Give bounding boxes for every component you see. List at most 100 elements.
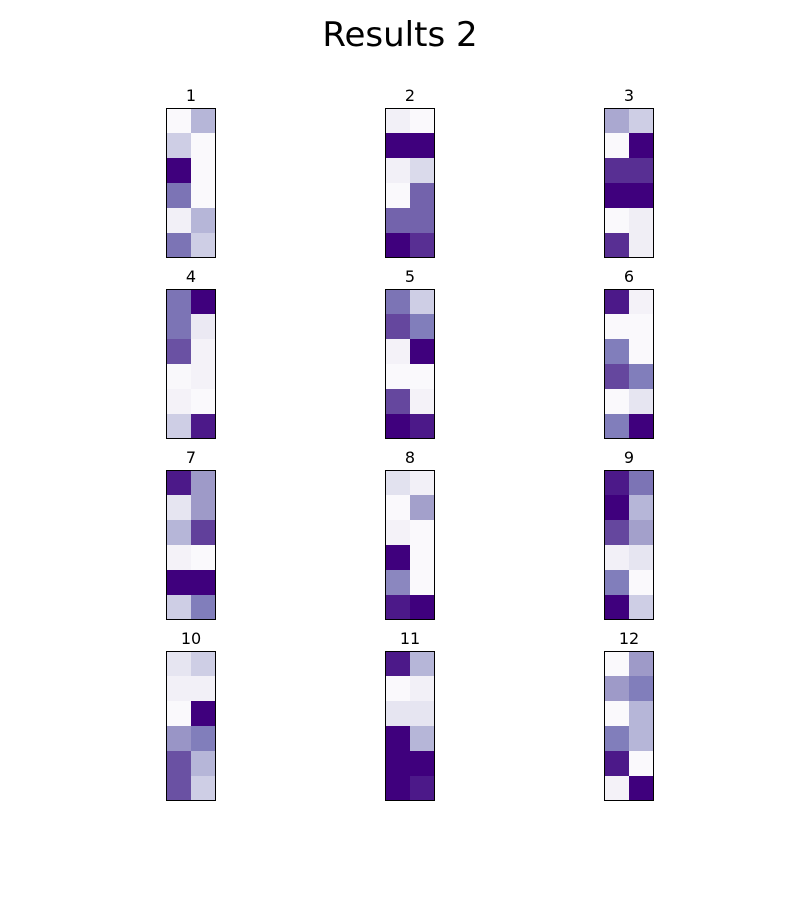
heatmap-cell xyxy=(410,520,435,545)
panel-title: 6 xyxy=(624,267,634,286)
heatmap-cell xyxy=(604,545,629,570)
heatmap-cell xyxy=(629,651,654,676)
heatmap-cell xyxy=(191,651,216,676)
heatmap-cell xyxy=(410,651,435,676)
heatmap-cell xyxy=(629,520,654,545)
heatmap-cell xyxy=(191,289,216,314)
heatmap-panel-10: 10 xyxy=(166,629,216,801)
heatmap-cell xyxy=(410,158,435,183)
heatmap-cell xyxy=(191,470,216,495)
heatmap-cell xyxy=(166,289,191,314)
heatmap-cell xyxy=(191,389,216,414)
heatmap-cell xyxy=(166,389,191,414)
heatmap-cell xyxy=(410,751,435,776)
heatmap-cell xyxy=(385,470,410,495)
heatmap-cell xyxy=(385,776,410,801)
heatmap-cell xyxy=(604,520,629,545)
heatmap-cell xyxy=(604,289,629,314)
heatmap-cell xyxy=(410,545,435,570)
heatmap-cell xyxy=(166,595,191,620)
heatmap-cell xyxy=(385,208,410,233)
heatmap-cell xyxy=(166,751,191,776)
heatmap-cell xyxy=(604,389,629,414)
heatmap-cell xyxy=(629,470,654,495)
heatmap-cell xyxy=(191,545,216,570)
heatmap-cell xyxy=(410,595,435,620)
heatmap-panel-6: 6 xyxy=(604,267,654,439)
heatmap-cell xyxy=(629,701,654,726)
heatmap-cell xyxy=(166,651,191,676)
heatmap-cell xyxy=(629,495,654,520)
heatmap-cell xyxy=(385,676,410,701)
heatmap-cell xyxy=(629,339,654,364)
heatmap-cell xyxy=(604,339,629,364)
heatmap-cell xyxy=(191,158,216,183)
heatmap-cell xyxy=(191,108,216,133)
heatmap-cell xyxy=(604,108,629,133)
panel-title: 3 xyxy=(624,86,634,105)
heatmap-panel-3: 3 xyxy=(604,86,654,258)
heatmap-cell xyxy=(385,414,410,439)
heatmap-cell xyxy=(166,726,191,751)
heatmap-cell xyxy=(410,133,435,158)
heatmap-cell xyxy=(385,289,410,314)
heatmap-panel-11: 11 xyxy=(385,629,435,801)
heatmap-cell xyxy=(629,208,654,233)
panel-title: 10 xyxy=(181,629,201,648)
heatmap-cell xyxy=(166,108,191,133)
panel-title: 1 xyxy=(186,86,196,105)
heatmap-cell xyxy=(410,364,435,389)
heatmap-cell xyxy=(629,183,654,208)
heatmap-cell xyxy=(191,133,216,158)
heatmap-cell xyxy=(191,570,216,595)
heatmap-cell xyxy=(629,751,654,776)
heatmap-cell xyxy=(166,776,191,801)
heatmap-cell xyxy=(191,208,216,233)
heatmap-panel-2: 2 xyxy=(385,86,435,258)
heatmap-cell xyxy=(191,495,216,520)
heatmap-cell xyxy=(410,108,435,133)
heatmap-cell xyxy=(166,233,191,258)
heatmap-panel-7: 7 xyxy=(166,448,216,620)
heatmap-cell xyxy=(385,495,410,520)
heatmap-cell xyxy=(604,651,629,676)
heatmap-cell xyxy=(410,389,435,414)
heatmap-cell xyxy=(385,389,410,414)
heatmap-cell xyxy=(604,470,629,495)
heatmap-cell xyxy=(604,133,629,158)
heatmap-panel-8: 8 xyxy=(385,448,435,620)
heatmap-cell xyxy=(410,676,435,701)
heatmap-cell xyxy=(191,414,216,439)
heatmap-cell xyxy=(604,414,629,439)
heatmap-cell xyxy=(410,776,435,801)
heatmap-cell xyxy=(166,470,191,495)
panel-title: 4 xyxy=(186,267,196,286)
heatmap-panel-1: 1 xyxy=(166,86,216,258)
heatmap-cell xyxy=(410,570,435,595)
heatmap-cell xyxy=(385,595,410,620)
heatmap-cell xyxy=(604,208,629,233)
heatmap-cell xyxy=(410,183,435,208)
heatmap-cell xyxy=(629,108,654,133)
heatmap-cell xyxy=(191,520,216,545)
heatmap-cell xyxy=(191,701,216,726)
heatmap-cell xyxy=(410,470,435,495)
heatmap-cell xyxy=(604,570,629,595)
heatmap-cell xyxy=(410,701,435,726)
heatmap-cell xyxy=(604,495,629,520)
heatmap-cell xyxy=(166,414,191,439)
heatmap-cell xyxy=(166,364,191,389)
panel-title: 12 xyxy=(619,629,639,648)
heatmap-cell xyxy=(385,133,410,158)
heatmap-cell xyxy=(385,108,410,133)
heatmap-cell xyxy=(604,158,629,183)
heatmap-cell xyxy=(166,701,191,726)
heatmap-cell xyxy=(385,364,410,389)
heatmap-cell xyxy=(385,158,410,183)
heatmap-cell xyxy=(604,364,629,389)
panel-title: 8 xyxy=(405,448,415,467)
heatmap-cell xyxy=(629,595,654,620)
heatmap-cell xyxy=(604,676,629,701)
heatmap-cell xyxy=(385,570,410,595)
